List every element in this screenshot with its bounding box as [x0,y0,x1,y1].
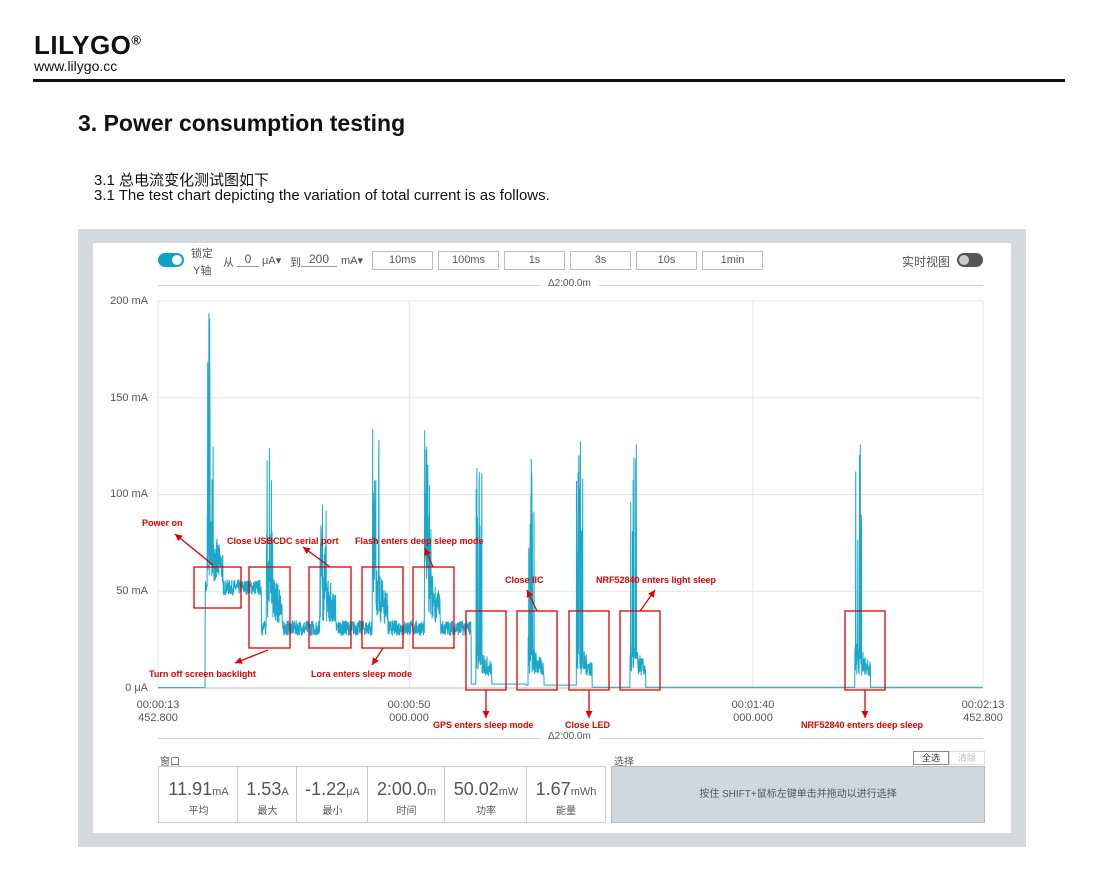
arrowhead-icon [424,548,431,556]
span-label-top: Δ2:00.0m [540,278,599,289]
caret-down-icon: ▾ [275,255,282,267]
arrowhead-icon [585,711,593,718]
y-tick-label: 0 μA [125,682,148,694]
stat-time: 2:00.0m 时间 [367,766,445,823]
section-title: 3. Power consumption testing [78,110,406,136]
x-tick-label: 00:00:13 452.800 [136,699,180,724]
arrowhead-icon [372,657,379,665]
annotation-label: Power on [142,518,183,528]
from-label: 从 [223,257,234,269]
zoom-1s-button[interactable]: 1s [504,251,565,270]
y-tick-label: 200 mA [110,295,148,307]
realtime-view-toggle[interactable] [957,253,983,267]
stat-max: 1.53A 最大 [237,766,297,823]
annotation-label: NRF52840 enters light sleep [596,575,717,585]
annotation-label: Turn off screen backlight [149,669,256,679]
arrowhead-icon [861,711,869,718]
annotation-box [248,566,291,649]
window-label: 窗口 [160,757,180,768]
select-all-button[interactable]: 全选 [913,751,949,765]
arrowhead-icon [175,534,183,542]
x-tick-label: 00:02:13 452.800 [961,699,1005,724]
from-input[interactable]: 0 [237,252,259,267]
annotation-box [619,610,661,691]
paragraph-english: 3.1 The test chart depicting the variati… [94,187,550,204]
annotation-label: Flash enters deep sleep mode [355,536,484,546]
x-tick-label: 00:01:40 000.000 [731,699,775,724]
stat-average: 11.91mA 平均 [158,766,238,823]
annotation-box [412,566,455,649]
arrowhead-icon [303,547,311,554]
y-tick-label: 50 mA [116,585,148,597]
annotation-label: NRF52840 enters deep sleep [801,720,924,730]
zoom-1min-button[interactable]: 1min [702,251,763,270]
y-tick-label: 150 mA [110,392,148,404]
lock-y-axis-toggle[interactable] [158,253,184,267]
from-unit-select[interactable]: μA▾ [262,255,282,267]
arrowhead-icon [235,657,243,664]
paragraph-chinese: 3.1 总电流变化测试图如下 [94,172,270,189]
selection-area[interactable]: 按住 SHIFT+鼠标左键单击并拖动以进行选择 [611,766,985,823]
zoom-10s-button[interactable]: 10s [636,251,697,270]
zoom-10ms-button[interactable]: 10ms [372,251,433,270]
lilygo-logo: LILYGO® [34,30,142,60]
annotation-box [193,566,242,609]
annotation-box [844,610,886,691]
selection-label: 选择 [614,757,634,768]
stat-energy: 1.67mWh 能量 [526,766,606,823]
annotation-box [465,610,507,691]
annotation-label: Lora enters sleep mode [311,669,413,679]
arrowhead-icon [526,590,534,598]
website-url: www.lilygo.cc [34,58,118,74]
annotation-label: Close USBCDC serial port [227,536,339,546]
current-trace [158,313,983,689]
realtime-view-label: 实时视图 [902,255,951,269]
x-tick-label: 00:00:50 000.000 [387,699,431,724]
annotation-arrow [174,533,214,566]
zoom-100ms-button[interactable]: 100ms [438,251,499,270]
to-input[interactable]: 200 [301,252,337,267]
stat-power: 50.02mW 功率 [444,766,527,823]
stat-min: -1.22μA 最小 [296,766,368,823]
arrowhead-icon [648,590,655,598]
lock-label: 锁定 [191,248,213,260]
clear-button[interactable]: 清除 [949,751,985,765]
annotation-label: GPS enters sleep mode [433,720,534,730]
annotation-box [568,610,610,691]
to-unit-select[interactable]: mA▾ [341,255,364,267]
annotation-box [516,610,558,691]
span-label-bottom: Δ2:00.0m [540,731,599,742]
annotation-label: Close IIC [505,575,544,585]
arrowhead-icon [482,711,490,718]
zoom-3s-button[interactable]: 3s [570,251,631,270]
y-tick-label: 100 mA [110,488,148,500]
header-divider [33,79,1065,82]
caret-down-icon: ▾ [357,255,364,267]
annotation-label: Close LED [565,720,611,730]
y-axis-label: Y轴 [193,265,212,277]
to-label: 到 [290,257,301,269]
